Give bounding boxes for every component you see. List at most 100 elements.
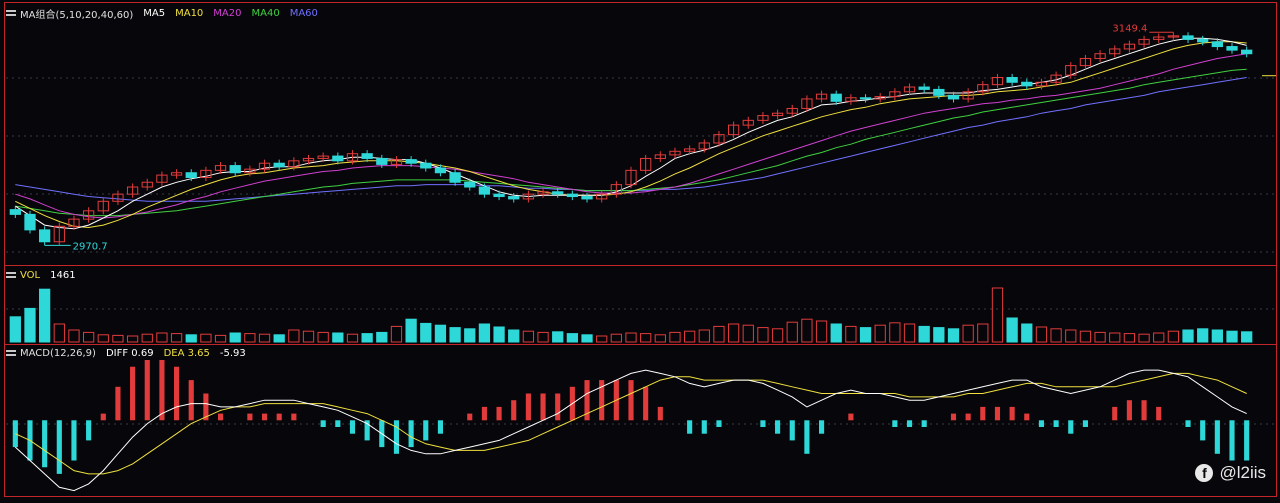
volume-bar — [991, 287, 1004, 343]
volume-bar — [332, 332, 344, 343]
outer-frame — [4, 2, 1277, 497]
candle-body — [1079, 57, 1092, 67]
low-label: 2970.7 — [73, 241, 108, 252]
volume-bar — [933, 327, 945, 343]
candle-body — [991, 77, 1004, 86]
ma-lines — [15, 37, 1247, 230]
ma20-label: MA20 — [213, 7, 242, 19]
dea-line — [15, 372, 1247, 475]
candle-body — [405, 159, 417, 164]
candle-body — [757, 115, 769, 121]
ma5-label: MA5 — [143, 7, 166, 19]
candle-body — [258, 162, 271, 170]
volume-bar — [947, 328, 960, 343]
volume-bar — [141, 333, 153, 343]
volume-bar — [126, 335, 139, 343]
volume-bar — [68, 329, 80, 343]
volume-bar — [361, 333, 373, 343]
price-grid — [6, 77, 1276, 425]
macd-legend: MACD(12,26,9) DIFF 0.69 DEA 3.65 -5.93 — [6, 346, 256, 360]
menu-lines-icon[interactable] — [6, 271, 16, 280]
price-legend: MA组合(5,10,20,40,60) MA5 MA10 MA20 MA40 M… — [6, 6, 328, 21]
candle-body — [1211, 41, 1223, 48]
candle-body — [478, 186, 491, 195]
candle-body — [185, 172, 197, 178]
macd-value: -5.93 — [219, 347, 246, 359]
annotations: 3149.4 2970.7 — [44, 23, 1276, 252]
macd-lines — [14, 369, 1247, 492]
candle-body — [376, 157, 388, 165]
candle-body — [610, 184, 622, 195]
volume-bar — [170, 333, 183, 343]
candle-body — [669, 150, 681, 156]
candle-body — [889, 91, 901, 98]
vol-label[interactable]: VOL — [20, 269, 41, 281]
volume-bar — [845, 325, 857, 343]
candle-body — [903, 86, 916, 93]
candle-body — [214, 165, 227, 171]
volume-bar — [39, 288, 51, 343]
diff-line — [14, 369, 1247, 492]
macd-label[interactable]: MACD(12,26,9) — [20, 347, 96, 359]
volume-bar — [449, 327, 461, 343]
candle-body — [742, 119, 754, 126]
candle-body — [1021, 81, 1033, 87]
volume-bar — [581, 334, 593, 343]
candle-body — [859, 97, 872, 100]
ma40-line — [15, 68, 1247, 217]
candle-body — [346, 153, 359, 162]
volume-bar — [596, 335, 608, 343]
candle-body — [97, 200, 109, 212]
menu-lines-icon[interactable] — [6, 349, 16, 358]
ma40-label: MA40 — [251, 7, 280, 19]
candle-body — [156, 174, 168, 183]
volume-bar — [757, 327, 769, 343]
candle-body — [244, 168, 256, 174]
candle-body — [727, 124, 740, 136]
candle-body — [1167, 35, 1180, 38]
volume-bar — [1138, 333, 1150, 343]
volume-bar — [185, 334, 197, 343]
volume-bar — [1123, 333, 1136, 343]
volume-bar — [346, 333, 359, 343]
volume-bar — [1021, 323, 1033, 343]
candle-body — [918, 86, 930, 90]
watermark-text: @l2iis — [1219, 463, 1266, 482]
candle-body — [552, 191, 564, 195]
candle-body — [640, 157, 652, 171]
volume-bar — [1109, 332, 1121, 343]
candle-body — [815, 93, 828, 100]
candle-body — [1035, 81, 1048, 87]
candle-body — [229, 165, 241, 174]
volume-bar — [537, 331, 549, 343]
volume-bar — [771, 328, 784, 343]
volume-bar — [1153, 332, 1165, 343]
volume-bar — [288, 329, 300, 343]
volume-bar — [610, 333, 622, 343]
volume-bar — [376, 331, 388, 343]
ma-group-label[interactable]: MA组合(5,10,20,40,60) — [20, 9, 134, 21]
candle-body — [53, 225, 65, 243]
candle-body — [82, 210, 95, 220]
candle-body — [126, 186, 139, 195]
candle-body — [449, 172, 461, 183]
facebook-icon: f — [1195, 464, 1214, 482]
macd-bars — [12, 360, 1250, 474]
volume-bar — [214, 334, 227, 343]
volume-bar — [874, 324, 886, 343]
candle-body — [977, 84, 989, 93]
volume-bar — [815, 320, 828, 343]
volume-bar — [24, 307, 36, 343]
candle-body — [1241, 49, 1253, 55]
volume-bar — [903, 323, 916, 343]
candle-body — [9, 209, 21, 215]
volume-bar — [859, 327, 872, 343]
candle-body — [332, 155, 344, 162]
menu-lines-icon[interactable] — [6, 9, 16, 18]
volume-bar — [1079, 330, 1092, 343]
candle-body — [273, 162, 285, 168]
candle-body — [581, 196, 593, 200]
candle-body — [302, 157, 315, 162]
